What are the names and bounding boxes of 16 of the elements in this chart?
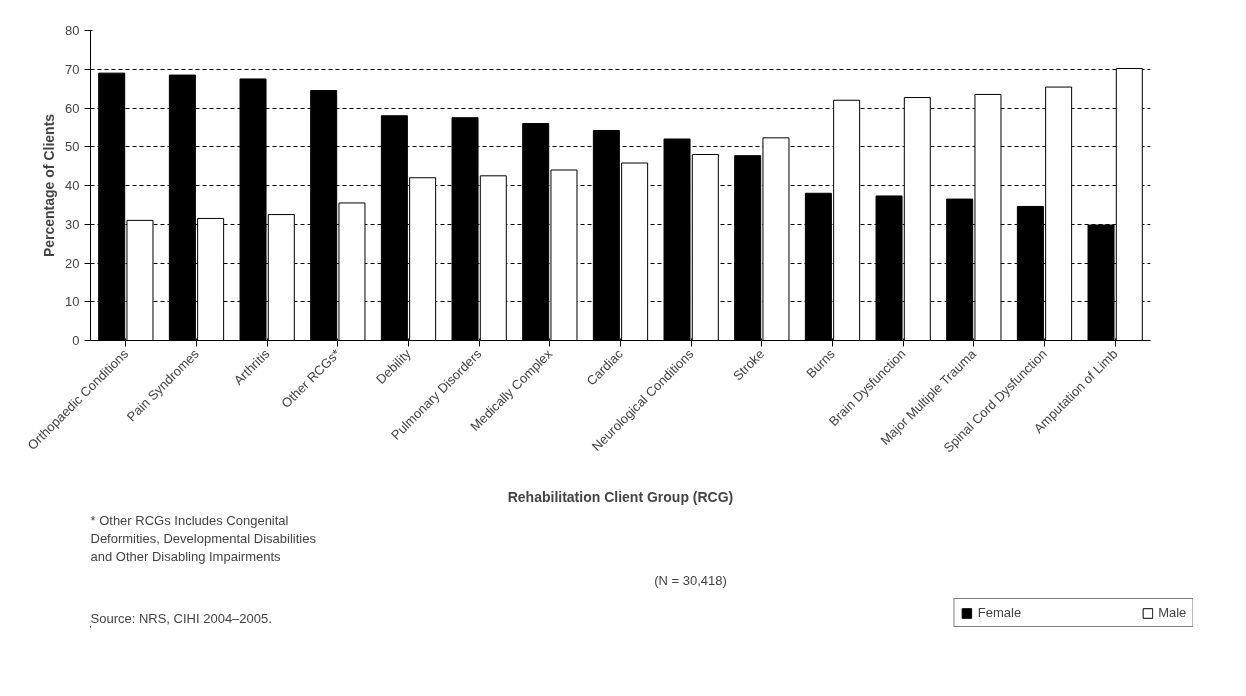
x-axis-title: Rehabilitation Client Group (RCG) [507,488,734,505]
text: * Other RCGs Includes Congenital Deformities, Developmental Disabilities and Other Disabling Impairments [90,512,317,564]
y-tick-label: 10 [65,294,80,310]
text: (N = 30,418) [654,572,727,588]
y-tick-label: 60 [65,100,80,116]
legend-label: Male [1158,605,1187,620]
y-tick-label: 20 [65,255,80,271]
y-tick-label: 30 [65,216,80,232]
y-tick-label: 40 [65,178,80,193]
y-tick-label: 50 [65,139,80,155]
y-tick-label: 0 [72,333,80,348]
source-note: Source: NRS, CIHI 2004–2005. [90,610,272,626]
legend-label: Female [977,605,1022,620]
y-tick-label: 70 [65,61,80,77]
y-axis-title: Percentage of Clients [41,113,58,258]
y-tick-label: 80 [65,23,80,38]
